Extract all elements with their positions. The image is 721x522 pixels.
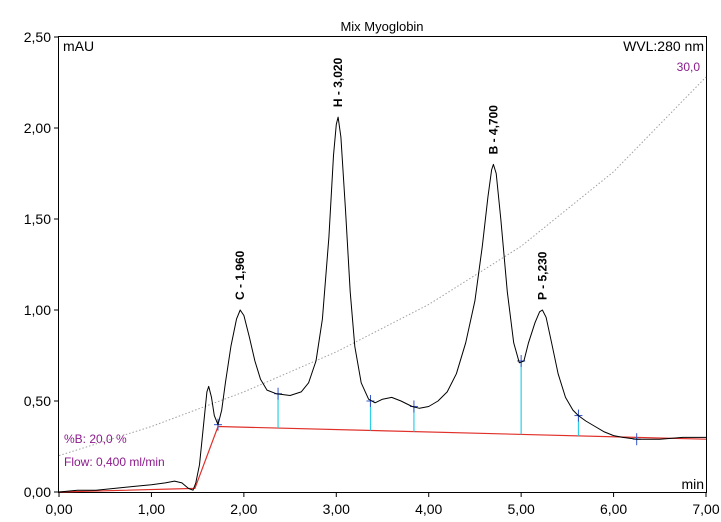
y-axis-unit: mAU	[63, 38, 94, 54]
info-percent-b: %B: 20,0 %	[64, 432, 127, 446]
chart-title: Mix Myoglobin	[340, 19, 423, 34]
gradient-line	[58, 76, 707, 457]
chromatogram-trace	[58, 116, 706, 493]
integration-baseline	[58, 425, 707, 493]
y-tick-label: 1,00	[24, 302, 51, 318]
gradient-end-label: 30,0	[677, 60, 701, 74]
peak-label: P - 5,230	[535, 251, 549, 300]
peak-label: B - 4,700	[486, 105, 500, 155]
wavelength-label: WVL:280 nm	[623, 38, 704, 54]
info-flow: Flow: 0,400 ml/min	[64, 455, 165, 469]
y-tick-label: 0,50	[24, 393, 51, 409]
y-tick-label: 2,00	[24, 120, 51, 136]
plot-frame	[58, 36, 707, 493]
x-tick-label: 0,00	[45, 501, 72, 517]
y-tick-label: 2,50	[24, 29, 51, 45]
y-tick-label: 0,00	[24, 484, 51, 500]
x-tick-label: 3,00	[323, 501, 350, 517]
x-tick-label: 7,00	[692, 501, 719, 517]
x-tick-label: 6,00	[600, 501, 627, 517]
peak-label: H - 3,020	[331, 57, 345, 107]
x-tick-label: 1,00	[138, 501, 165, 517]
x-tick-label: 2,00	[230, 501, 257, 517]
peak-label: C - 1,960	[233, 250, 247, 300]
x-tick-label: 4,00	[415, 501, 442, 517]
y-tick-label: 1,50	[24, 211, 51, 227]
x-tick-label: 5,00	[508, 501, 535, 517]
x-axis-unit: min	[681, 476, 704, 492]
